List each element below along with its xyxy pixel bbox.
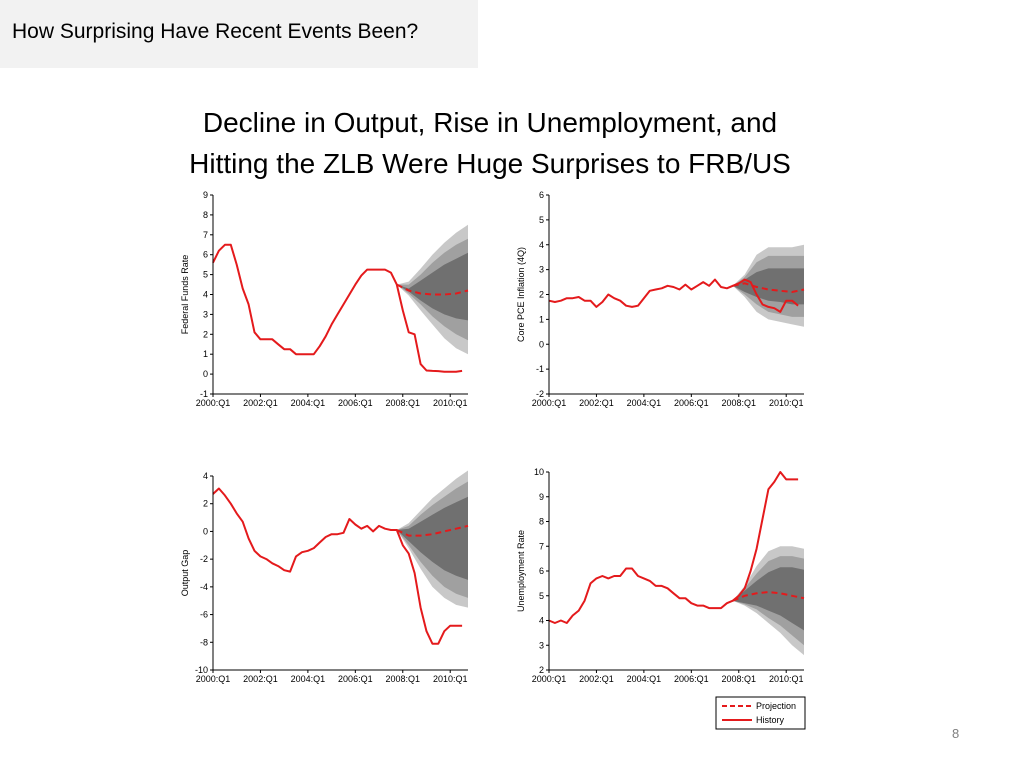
x-tick-label: 2002:Q1 — [243, 674, 278, 684]
y-tick-label: 3 — [539, 265, 544, 275]
x-tick-label: 2002:Q1 — [579, 398, 614, 408]
y-tick-label: -1 — [536, 364, 544, 374]
history-line — [548, 471, 799, 624]
x-tick-label: 2002:Q1 — [579, 674, 614, 684]
projection-line — [396, 524, 469, 537]
y-axis-label: Unemployment Rate — [516, 530, 526, 612]
x-tick-label: 2010:Q1 — [769, 674, 804, 684]
x-tick-label: 2006:Q1 — [674, 674, 709, 684]
slide-title-line-1: Decline in Output, Rise in Unemployment,… — [202, 107, 778, 138]
y-tick-label: 2 — [539, 290, 544, 300]
y-tick-label: 4 — [203, 290, 208, 300]
y-axis-label: Output Gap — [180, 550, 190, 597]
fan-band-inner — [396, 496, 468, 580]
y-tick-label: 1 — [203, 349, 208, 359]
slide-title-line-2: Hitting the ZLB Were Huge Surprises to F… — [189, 148, 791, 179]
legend-projection-label: Projection — [756, 701, 796, 711]
x-tick-label: 2000:Q1 — [196, 398, 231, 408]
projection-line — [732, 590, 805, 602]
y-tick-label: 7 — [539, 541, 544, 551]
x-tick-label: 2004:Q1 — [291, 398, 326, 408]
x-tick-label: 2000:Q1 — [532, 398, 567, 408]
y-tick-label: -8 — [200, 637, 208, 647]
fan-band-inner — [396, 252, 468, 321]
x-tick-label: 2006:Q1 — [338, 398, 373, 408]
y-tick-label: 3 — [203, 309, 208, 319]
y-tick-label: 6 — [539, 190, 544, 200]
y-tick-label: 4 — [203, 471, 208, 481]
chart-core-pce-inflation: -2 -1 0 1 2 3 4 5 6 2000:Q1 2002:Q1 2004:Q1 2006:Q1 2… — [516, 190, 805, 408]
history-line — [212, 243, 463, 373]
legend: Projection History — [715, 696, 806, 730]
y-tick-label: 6 — [203, 250, 208, 260]
y-tick-label: -10 — [195, 665, 208, 675]
y-tick-label: 1 — [539, 314, 544, 324]
y-axis-label: Core PCE Inflation (4Q) — [516, 247, 526, 342]
x-tick-label: 2008:Q1 — [722, 674, 757, 684]
y-axis-label: Federal Funds Rate — [180, 255, 190, 335]
chart-output-gap: -10 -8 -6 -4 -2 0 2 4 2000:Q1 2002:Q1 2004:Q1 2006:… — [180, 470, 469, 684]
y-tick-label: 2 — [539, 665, 544, 675]
x-tick-label: 2000:Q1 — [196, 674, 231, 684]
legend-history-label: History — [756, 715, 785, 725]
y-tick-label: 5 — [203, 270, 208, 280]
x-tick-label: 2008:Q1 — [386, 674, 421, 684]
fan-band-inner — [732, 268, 804, 305]
y-tick-label: -2 — [200, 554, 208, 564]
x-tick-label: 2004:Q1 — [291, 674, 326, 684]
y-tick-label: -4 — [200, 582, 208, 592]
section-label: How Surprising Have Recent Events Been? — [12, 20, 419, 43]
x-tick-label: 2000:Q1 — [532, 674, 567, 684]
y-tick-label: 2 — [203, 329, 208, 339]
y-tick-label: 0 — [203, 526, 208, 536]
chart-unemployment-rate: 2 3 4 5 6 7 8 9 10 2000:Q1 2002:Q1 2004:Q1 2006:Q1 20… — [516, 467, 805, 684]
y-tick-label: 9 — [203, 190, 208, 200]
y-tick-label: -2 — [536, 389, 544, 399]
y-tick-label: 8 — [203, 210, 208, 220]
x-tick-label: 2008:Q1 — [722, 398, 757, 408]
x-tick-label: 2004:Q1 — [627, 398, 662, 408]
y-tick-label: 6 — [539, 566, 544, 576]
y-tick-label: 8 — [539, 517, 544, 527]
y-tick-label: -6 — [200, 610, 208, 620]
legend-box — [715, 696, 806, 730]
y-tick-label: 3 — [539, 640, 544, 650]
x-tick-label: 2006:Q1 — [674, 398, 709, 408]
projection-line — [732, 282, 805, 294]
history-line — [548, 278, 799, 313]
y-tick-label: -1 — [200, 389, 208, 399]
section-tab: How Surprising Have Recent Events Been? — [0, 0, 478, 68]
y-tick-label: 4 — [539, 616, 544, 626]
y-tick-label: 0 — [203, 369, 208, 379]
x-tick-label: 2004:Q1 — [627, 674, 662, 684]
x-tick-label: 2010:Q1 — [433, 674, 468, 684]
x-tick-label: 2006:Q1 — [338, 674, 373, 684]
x-tick-label: 2010:Q1 — [769, 398, 804, 408]
fan-band-inner — [732, 567, 804, 631]
page-number: 8 — [952, 726, 960, 741]
y-tick-label: 5 — [539, 215, 544, 225]
y-tick-label: 5 — [539, 591, 544, 601]
projection-line — [396, 283, 469, 296]
y-tick-label: 0 — [539, 339, 544, 349]
y-tick-label: 4 — [539, 240, 544, 250]
history-line — [212, 487, 463, 645]
chart-federal-funds-rate: -1 0 1 2 3 4 5 6 7 8 9 2000:Q1 2002:Q1 2004:Q1 2006:Q1… — [180, 190, 469, 408]
x-tick-label: 2008:Q1 — [386, 398, 421, 408]
y-tick-label: 10 — [534, 467, 544, 477]
slide-title: Decline in Output, Rise in Unemployment,… — [140, 102, 840, 184]
y-tick-label: 9 — [539, 492, 544, 502]
y-tick-label: 2 — [203, 499, 208, 509]
x-tick-label: 2010:Q1 — [433, 398, 468, 408]
x-tick-label: 2002:Q1 — [243, 398, 278, 408]
y-tick-label: 7 — [203, 230, 208, 240]
